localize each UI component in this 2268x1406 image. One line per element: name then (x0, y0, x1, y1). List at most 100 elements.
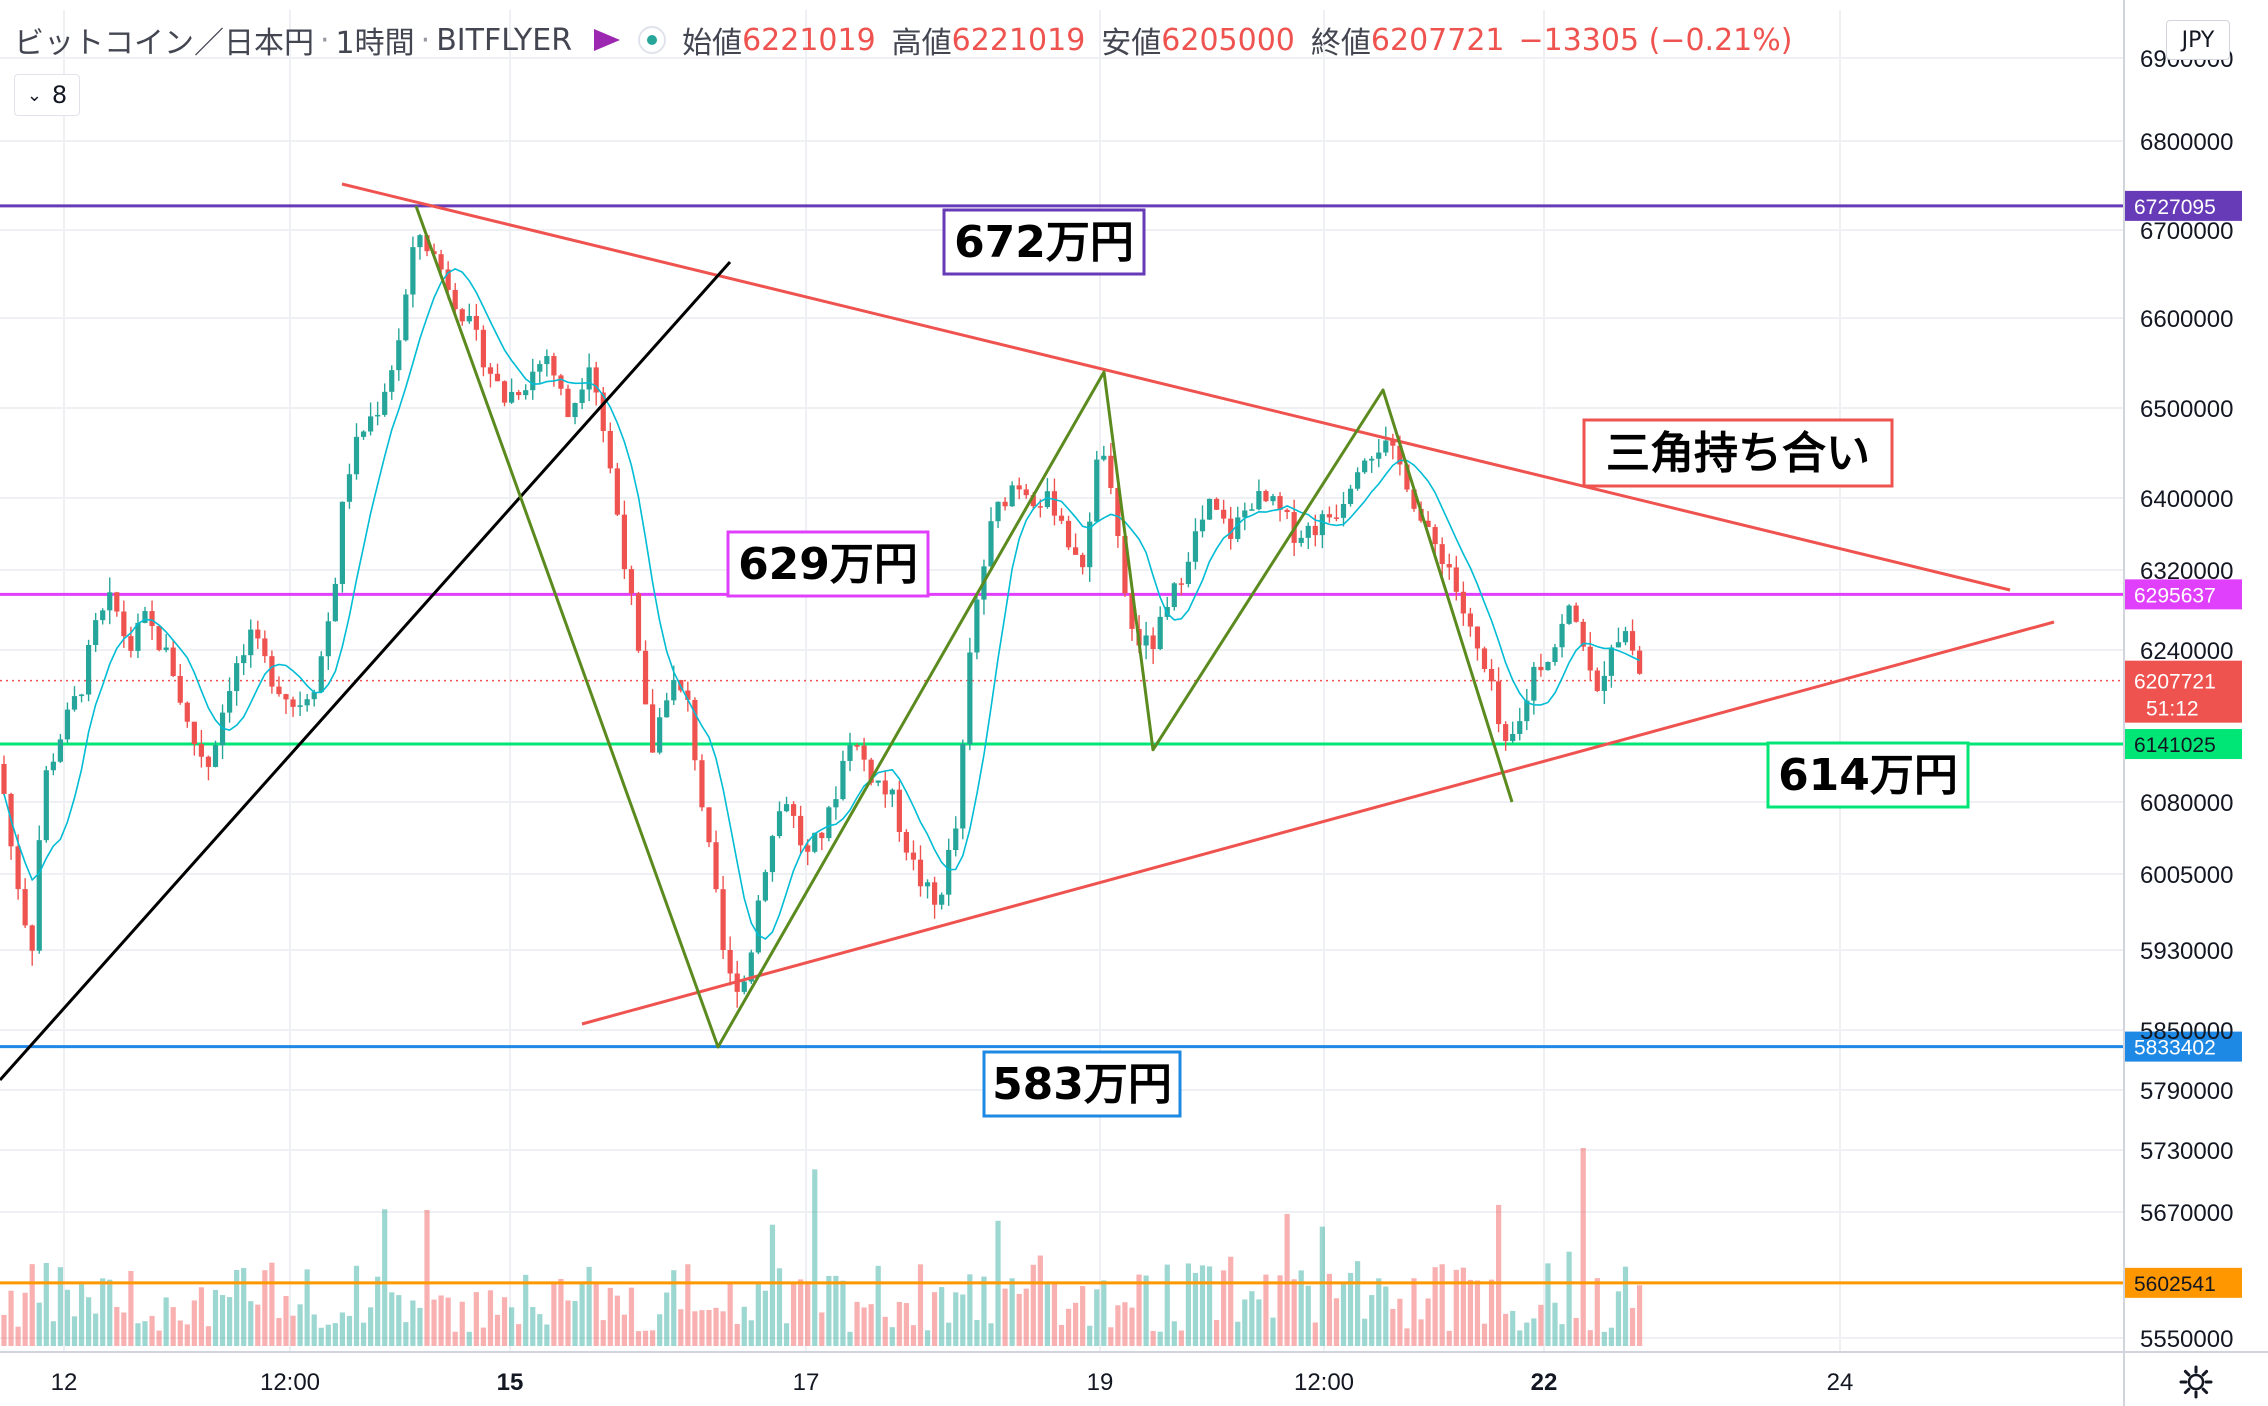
candle-body (635, 593, 642, 651)
candle-body (995, 501, 1001, 522)
volume-bar (396, 1295, 402, 1346)
candle-body (1608, 647, 1614, 676)
interval-label[interactable]: 1時間 (335, 26, 415, 61)
volume-bar (318, 1327, 324, 1346)
candle-body (1192, 531, 1199, 562)
exchange-label: BITFLYER (436, 22, 573, 58)
candle-body (1573, 605, 1579, 622)
volume-bar (628, 1287, 635, 1346)
candle-body (248, 629, 254, 656)
candle-body (375, 414, 381, 417)
wave-line (414, 205, 1514, 1049)
volume-bar (1080, 1286, 1086, 1346)
y-tick-label: 6080000 (2140, 790, 2233, 817)
volume-bar (826, 1276, 832, 1346)
volume-bar (706, 1309, 712, 1346)
volume-bar (530, 1306, 536, 1346)
header-separator: · (420, 22, 431, 58)
candle-body (1467, 613, 1473, 627)
volume-bar (600, 1320, 606, 1346)
candle-body (1629, 631, 1636, 651)
candle-body (1411, 489, 1417, 509)
candle-body (1312, 525, 1318, 536)
candle-body (1051, 491, 1058, 516)
candle-body (1355, 472, 1361, 489)
volume-bar (1192, 1272, 1199, 1346)
volume-bar (924, 1330, 931, 1346)
candle-body (170, 647, 176, 676)
volume-bar (1383, 1286, 1389, 1346)
symbol-name[interactable]: ビットコイン／日本円 (14, 26, 314, 61)
volume-bar (1030, 1264, 1036, 1346)
currency-button[interactable]: JPY (2166, 20, 2230, 60)
annotation-629-box (726, 530, 930, 598)
candle-body (819, 832, 825, 839)
candle-body (1122, 536, 1128, 594)
volume-bar (917, 1264, 924, 1346)
candle-body (445, 269, 451, 290)
indicator-toggle[interactable]: ⌄ 8 (14, 74, 80, 116)
volume-bar (1228, 1256, 1234, 1346)
volume-bar (1369, 1295, 1375, 1346)
volume-bar (896, 1301, 902, 1346)
candle-body (1531, 666, 1537, 701)
volume-bar (1298, 1270, 1304, 1346)
candle-body (1376, 452, 1382, 459)
volume-bar (107, 1279, 113, 1346)
volume-bar (614, 1295, 620, 1346)
candle-body (156, 626, 162, 651)
candle-body (812, 832, 818, 852)
volume-bar (1164, 1264, 1170, 1346)
volume-bar (664, 1292, 670, 1346)
volume-bar (798, 1279, 804, 1346)
candle-body (1404, 464, 1410, 490)
candle-body (64, 709, 71, 740)
candle-body (974, 599, 980, 653)
candle-body (614, 468, 620, 515)
candle-body (107, 592, 113, 611)
x-tick-label: 15 (497, 1369, 524, 1396)
candle-body (353, 436, 360, 475)
volume-bar (445, 1297, 451, 1346)
candle-body (1347, 488, 1354, 504)
volume-bar (50, 1321, 56, 1346)
volume-bar (78, 1284, 85, 1346)
volume-bar (241, 1267, 247, 1346)
candle-body (1481, 648, 1488, 669)
volume-bar (946, 1322, 952, 1346)
candle-body (523, 390, 529, 396)
volume-bar (438, 1295, 444, 1346)
candle-body (600, 392, 606, 431)
candle-body (417, 235, 423, 248)
volume-bar (734, 1323, 740, 1346)
volume-bar (1263, 1274, 1269, 1346)
volume-bar (558, 1279, 564, 1346)
volume-bar (184, 1324, 190, 1346)
volume-bar (1446, 1330, 1452, 1346)
volume-bar (1108, 1327, 1114, 1346)
volume-bar (1347, 1272, 1354, 1346)
gear-icon[interactable] (2176, 1362, 2216, 1402)
candle-body (917, 859, 924, 887)
y-tick-label: 6500000 (2140, 396, 2233, 423)
candle-body (1305, 525, 1311, 538)
volume-bar (297, 1304, 303, 1346)
volume-bar (586, 1266, 592, 1346)
candle-body (1101, 455, 1107, 460)
volume-bar (283, 1295, 289, 1346)
volume-bar (212, 1289, 219, 1346)
candle-body (607, 430, 613, 469)
candle-body (544, 356, 550, 365)
candle-body (565, 388, 571, 418)
flag-icon[interactable] (594, 29, 621, 51)
candlesticks (1, 233, 1643, 1008)
volume-bar (8, 1290, 14, 1346)
candle-body (114, 592, 120, 612)
volume-bar (1503, 1313, 1509, 1346)
x-tick-label: 12:00 (1294, 1369, 1354, 1396)
candle-body (939, 894, 945, 905)
volume-bar (805, 1281, 811, 1346)
candle-body (290, 699, 296, 707)
volume-bar (1397, 1298, 1403, 1346)
